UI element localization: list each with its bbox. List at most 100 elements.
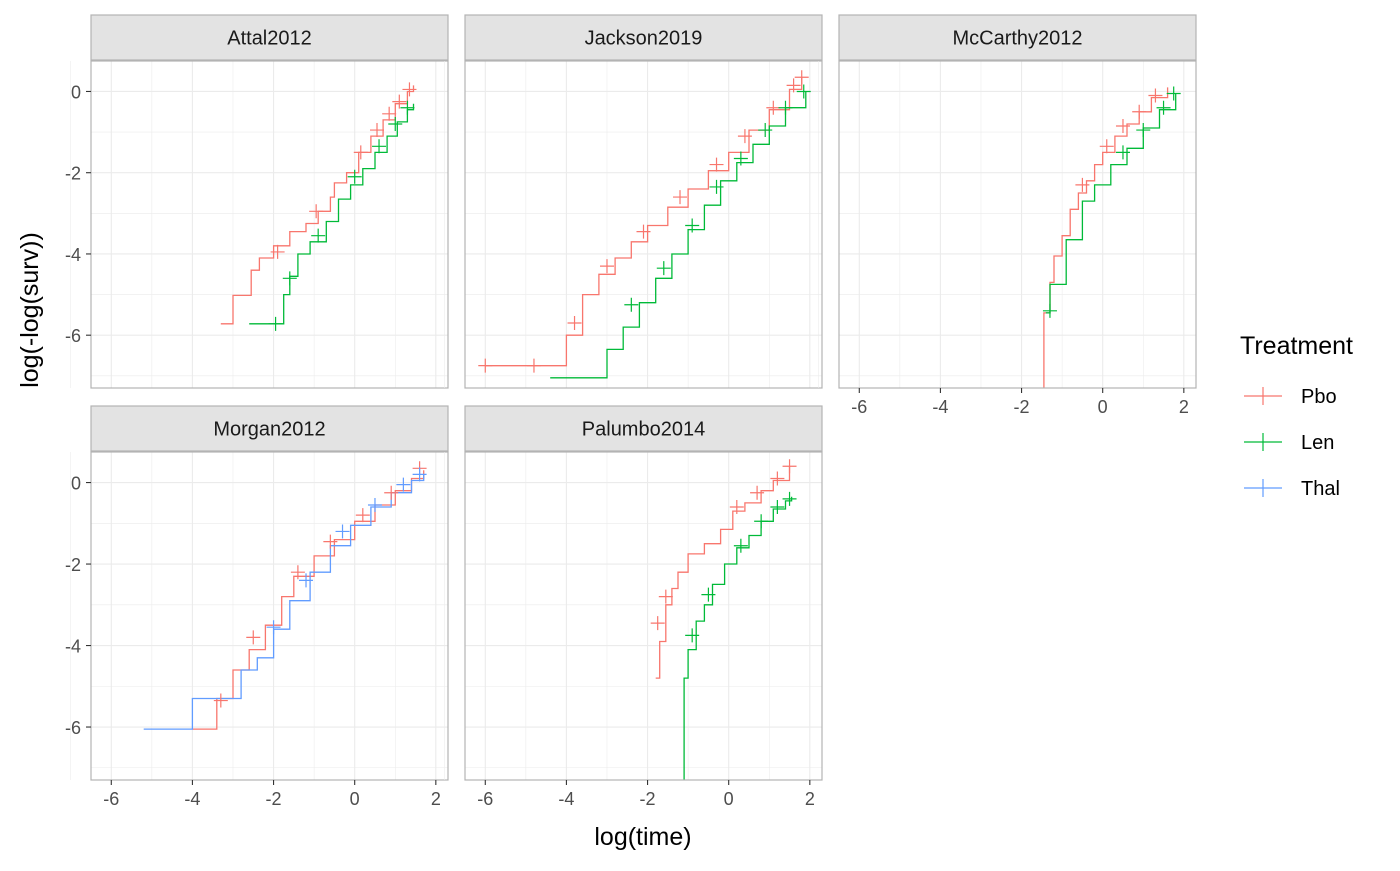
panel-title: Morgan2012 bbox=[213, 419, 325, 441]
censor-mark-pbo bbox=[599, 259, 614, 274]
censor-mark-pbo bbox=[709, 157, 724, 172]
censor-mark-pbo bbox=[384, 485, 399, 500]
legend: Treatment Pbo Len Thal bbox=[1240, 332, 1353, 500]
censor-mark-len bbox=[778, 100, 793, 115]
panel-grid bbox=[70, 61, 448, 388]
censor-mark-pbo bbox=[270, 244, 285, 259]
censor-mark-pbo bbox=[1115, 118, 1130, 133]
censor-mark-len bbox=[796, 84, 811, 99]
censor-mark-pbo bbox=[353, 145, 368, 160]
panel-morgan2012: Morgan2012 bbox=[70, 405, 449, 781]
censor-mark-thal bbox=[412, 467, 427, 482]
y-tick-label: -4 bbox=[65, 245, 81, 265]
censor-mark-len bbox=[311, 228, 326, 243]
censor-mark-len bbox=[733, 151, 748, 166]
censor-mark-len bbox=[701, 587, 716, 602]
y-axes: 0 -2 -4 -6 0 -2 -4 -6 bbox=[65, 82, 91, 738]
panel-attal2012: Attal2012 bbox=[70, 14, 449, 389]
censor-mark-pbo bbox=[1099, 139, 1114, 154]
censor-mark-len bbox=[656, 261, 671, 276]
legend-label: Len bbox=[1301, 432, 1334, 454]
x-tick-label: 2 bbox=[431, 789, 441, 809]
censor-mark-len bbox=[347, 169, 362, 184]
series-line-len bbox=[550, 91, 807, 379]
x-tick-label: 0 bbox=[350, 789, 360, 809]
censor-mark-pbo bbox=[290, 565, 305, 580]
censor-mark-len bbox=[782, 491, 797, 506]
censor-mark-pbo bbox=[737, 129, 752, 144]
series-line-pbo bbox=[1043, 87, 1169, 388]
y-tick-label: -6 bbox=[65, 718, 81, 738]
y-tick-label: -2 bbox=[65, 164, 81, 184]
series-line-pbo bbox=[220, 85, 415, 325]
panel-title: McCarthy2012 bbox=[952, 28, 1082, 50]
censor-mark-pbo bbox=[382, 106, 397, 121]
censor-mark-len bbox=[754, 514, 769, 529]
censor-mark-pbo bbox=[370, 123, 385, 138]
x-tick-label: -6 bbox=[477, 789, 493, 809]
censor-mark-len bbox=[709, 179, 724, 194]
panel-jackson2019: Jackson2019 bbox=[444, 14, 823, 389]
y-tick-label: 0 bbox=[71, 474, 81, 494]
panel-strip bbox=[464, 14, 823, 61]
x-axis-palumbo2014: -6 -4 -2 0 2 bbox=[477, 780, 815, 809]
censor-mark-pbo bbox=[309, 204, 324, 219]
x-tick-label: -2 bbox=[1014, 397, 1030, 417]
censor-mark-pbo bbox=[478, 358, 493, 373]
censor-mark-pbo bbox=[782, 459, 797, 474]
censor-mark-thal bbox=[335, 524, 350, 539]
x-axes: -6 -4 -2 0 2 -6 -4 -2 0 2 -6 -4 -2 0 2 bbox=[103, 388, 1189, 809]
censor-mark-pbo bbox=[1132, 104, 1147, 119]
censor-mark-len bbox=[400, 100, 415, 115]
censor-mark-len bbox=[733, 538, 748, 553]
panel-grid bbox=[444, 452, 822, 780]
series-line-pbo bbox=[192, 470, 425, 730]
x-tick-label: 2 bbox=[805, 789, 815, 809]
legend-item-thal: Thal bbox=[1244, 478, 1340, 500]
panel-strip bbox=[838, 14, 1197, 61]
panel-mccarthy2012: McCarthy2012 bbox=[818, 14, 1197, 389]
panel-strip bbox=[90, 14, 449, 61]
censor-mark-pbo bbox=[729, 500, 744, 515]
legend-item-pbo: Pbo bbox=[1244, 386, 1337, 408]
panel-border bbox=[838, 60, 1197, 389]
censor-mark-pbo bbox=[786, 78, 801, 93]
series-line-len bbox=[249, 103, 415, 325]
y-tick-label: -2 bbox=[65, 555, 81, 575]
censor-mark-pbo bbox=[402, 82, 417, 97]
panel-palumbo2014: Palumbo2014 bbox=[444, 405, 823, 781]
series-line-pbo bbox=[485, 77, 803, 367]
x-tick-label: -2 bbox=[640, 789, 656, 809]
x-tick-label: 0 bbox=[1098, 397, 1108, 417]
panel-series bbox=[650, 459, 797, 780]
censor-mark-pbo bbox=[1148, 88, 1163, 103]
censor-mark-len bbox=[685, 218, 700, 233]
panels: Attal2012 Jackson2019 McCarthy2012 Morgan20… bbox=[70, 14, 1197, 781]
series-line-thal bbox=[143, 474, 425, 730]
x-axis-title: log(time) bbox=[594, 823, 691, 851]
series-line-pbo bbox=[655, 466, 791, 679]
censor-mark-len bbox=[685, 628, 700, 643]
x-axis-mccarthy2012: -6 -4 -2 0 2 bbox=[851, 388, 1189, 417]
panel-title: Attal2012 bbox=[227, 28, 312, 50]
y-axis-attal2012: 0 -2 -4 -6 bbox=[65, 82, 91, 346]
x-tick-label: 2 bbox=[1179, 397, 1189, 417]
panel-title: Jackson2019 bbox=[585, 28, 703, 50]
censor-mark-pbo bbox=[392, 94, 407, 109]
y-tick-label: -6 bbox=[65, 326, 81, 346]
censor-mark-pbo bbox=[750, 485, 765, 500]
censor-mark-pbo bbox=[673, 190, 688, 205]
censor-mark-len bbox=[1115, 145, 1130, 160]
censor-mark-len bbox=[1042, 303, 1057, 318]
panel-series bbox=[1042, 86, 1181, 388]
panel-grid bbox=[818, 61, 1196, 388]
y-axis-title: log(-log(surv)) bbox=[16, 232, 44, 388]
x-tick-label: -2 bbox=[266, 789, 282, 809]
censor-mark-pbo bbox=[1075, 177, 1090, 192]
panel-strip bbox=[90, 405, 449, 452]
censor-mark-thal bbox=[299, 573, 314, 588]
legend-label: Pbo bbox=[1301, 386, 1337, 408]
panel-border bbox=[464, 451, 823, 781]
panel-border bbox=[90, 451, 449, 781]
censor-mark-len bbox=[1166, 86, 1181, 101]
